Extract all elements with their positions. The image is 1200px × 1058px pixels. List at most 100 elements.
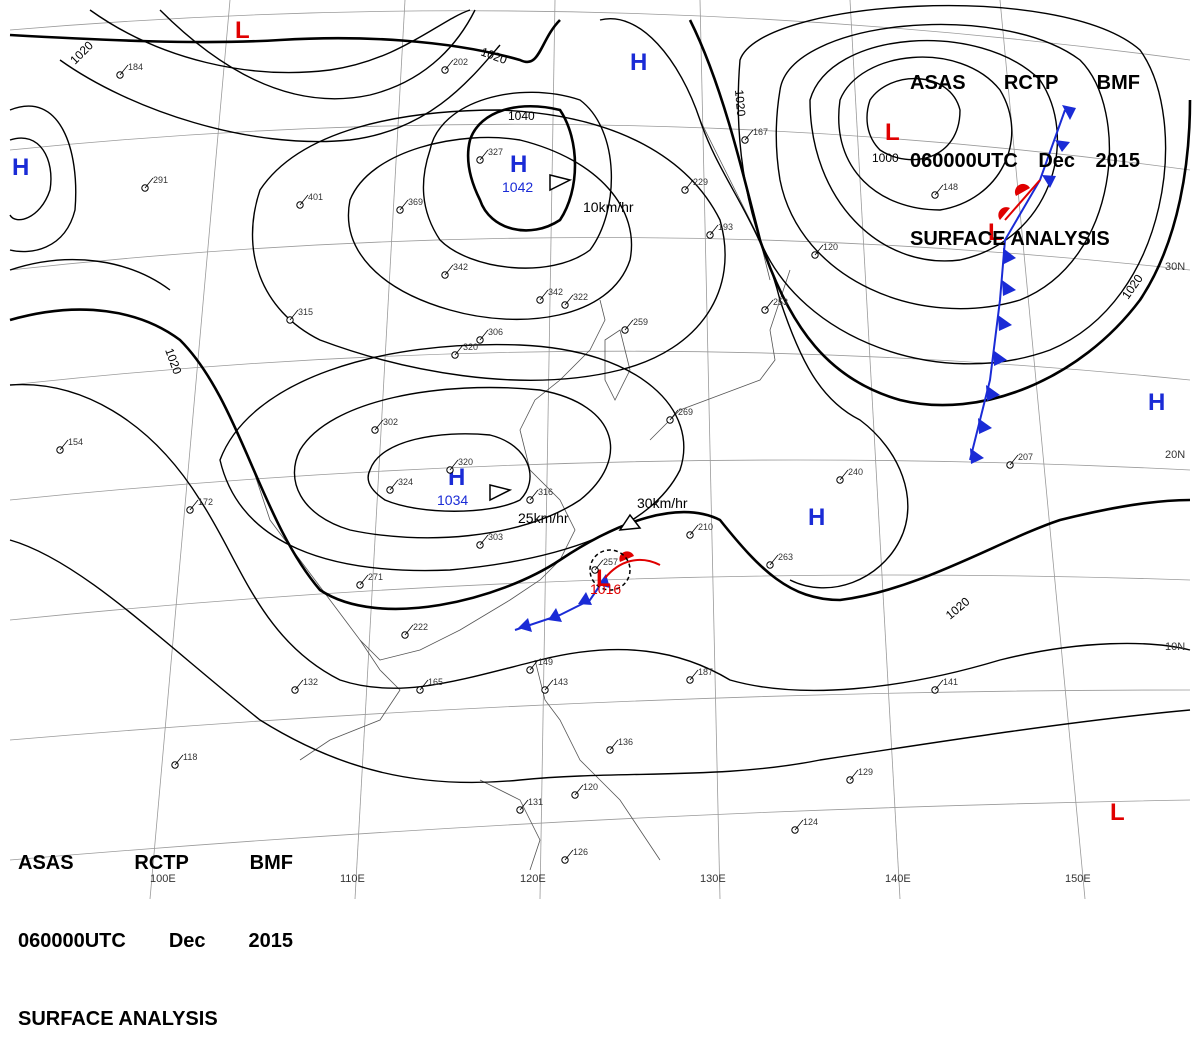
- station-pressure: 148: [943, 182, 958, 192]
- station-pressure: 259: [633, 317, 648, 327]
- lat-label: 10N: [1165, 641, 1185, 653]
- cold-front-north: [969, 105, 1076, 464]
- station-pressure: 165: [428, 677, 443, 687]
- wind-barb: [669, 409, 679, 421]
- header-year: 2015: [1095, 150, 1140, 172]
- wind-barb: [374, 419, 384, 431]
- station-pressure: 120: [823, 242, 838, 252]
- header-title: SURFACE ANALYSIS: [18, 1008, 218, 1030]
- station-pressure: 172: [198, 497, 213, 507]
- station-pressure: 302: [383, 417, 398, 427]
- wind-barb: [689, 669, 699, 681]
- station-pressure: 263: [778, 552, 793, 562]
- wind-barb: [479, 329, 489, 341]
- high-pressure-value: 1034: [437, 492, 468, 508]
- wind-barb: [594, 559, 604, 571]
- wind-barb: [769, 554, 779, 566]
- high-center: H: [808, 504, 825, 531]
- wind-barb: [479, 534, 489, 546]
- wind-barb: [444, 59, 454, 71]
- high-center: H: [510, 151, 527, 178]
- wind-barb: [444, 264, 454, 276]
- wind-barb: [934, 184, 944, 196]
- lon-label: 110E: [340, 873, 365, 885]
- station-pressure: 143: [553, 677, 568, 687]
- station-pressure: 222: [413, 622, 428, 632]
- station-pressure: 149: [538, 657, 553, 667]
- station-pressure: 401: [308, 192, 323, 202]
- motion-labels: 10km/hr 25km/hr 30km/hr: [518, 199, 688, 526]
- low-center: L: [1110, 799, 1125, 826]
- lon-label: 100E: [150, 873, 176, 885]
- station-pressure: 320: [458, 457, 473, 467]
- wind-barb: [764, 299, 774, 311]
- weather-map: 1020 1020 1020 1040 1020 1000 1020 1020 …: [9, 0, 1192, 899]
- isobars: [9, 4, 1192, 784]
- isobar-label: 1040: [508, 109, 535, 123]
- grid-labels: 110E 120E 130E 140E 150E 30N 20N 10N 100…: [150, 261, 1185, 885]
- wind-barb: [59, 439, 69, 451]
- wind-barb: [744, 129, 754, 141]
- station-pressure: 202: [453, 57, 468, 67]
- wind-barb: [189, 499, 199, 511]
- wind-barb: [689, 524, 699, 536]
- station-pressure: 132: [303, 677, 318, 687]
- low-center: L: [885, 119, 900, 146]
- motion-label: 30km/hr: [637, 495, 688, 511]
- station-pressure: 253: [773, 297, 788, 307]
- wind-barb: [399, 199, 409, 211]
- header-office: BMF: [249, 852, 293, 874]
- warm-front-north: [998, 179, 1041, 221]
- station-pressure: 136: [618, 737, 633, 747]
- header-product: ASAS: [910, 72, 966, 94]
- wind-barb: [359, 574, 369, 586]
- station-pressure: 210: [698, 522, 713, 532]
- wind-barb: [294, 679, 304, 691]
- high-center: H: [630, 49, 647, 76]
- wind-barb: [544, 679, 554, 691]
- station-pressure: 187: [698, 667, 713, 677]
- station-pressure: 327: [488, 147, 503, 157]
- station-pressure: 131: [528, 797, 543, 807]
- isobar-label: 1020: [162, 346, 184, 376]
- header-month: Dec: [168, 930, 206, 952]
- station-pressure: 316: [538, 487, 553, 497]
- low-center: L: [235, 17, 250, 44]
- tropical-circulation-ring: [589, 549, 631, 591]
- station-plots: 184 202 327 291 401 369 342 342 322 320 315 306 302 3…: [56, 57, 1033, 864]
- motion-arrows: [489, 174, 642, 531]
- header-time: 060000UTC: [910, 150, 1018, 172]
- wind-barb: [814, 244, 824, 256]
- wind-barb: [174, 754, 184, 766]
- pressure-centers: H H 1042 H H 1034 H H L L L L 1016 L: [12, 17, 1165, 826]
- station-pressure: 124: [803, 817, 818, 827]
- header-line-1: ASAS RCTP BMF: [910, 70, 1140, 96]
- wind-barb: [389, 479, 399, 491]
- station-pressure: 154: [68, 437, 83, 447]
- low-pressure-value: 1016: [590, 581, 621, 597]
- high-center: H: [1148, 389, 1165, 416]
- wind-barb: [794, 819, 804, 831]
- station-pressure: 320: [463, 342, 478, 352]
- wind-barb: [539, 289, 549, 301]
- station-pressure: 126: [573, 847, 588, 857]
- station-pressure: 315: [298, 307, 313, 317]
- wind-barb: [289, 309, 299, 321]
- wind-barb: [119, 64, 129, 76]
- header-product: ASAS: [18, 852, 74, 874]
- wind-barb: [849, 769, 859, 781]
- wind-barb: [609, 739, 619, 751]
- wind-barb: [574, 784, 584, 796]
- wind-barb: [564, 294, 574, 306]
- station-pressure: 120: [583, 782, 598, 792]
- isobar-label: 1020: [943, 594, 973, 622]
- isobar-label: 1000: [872, 151, 899, 165]
- station-pressure: 193: [718, 222, 733, 232]
- lon-label: 140E: [885, 873, 911, 885]
- high-pressure-value: 1042: [502, 179, 533, 195]
- wind-barb: [934, 679, 944, 691]
- header-line-2: 060000UTC Dec 2015: [18, 928, 293, 954]
- station-pressure: 118: [183, 752, 197, 762]
- header-year: 2015: [248, 930, 293, 952]
- high-center: H: [12, 154, 29, 181]
